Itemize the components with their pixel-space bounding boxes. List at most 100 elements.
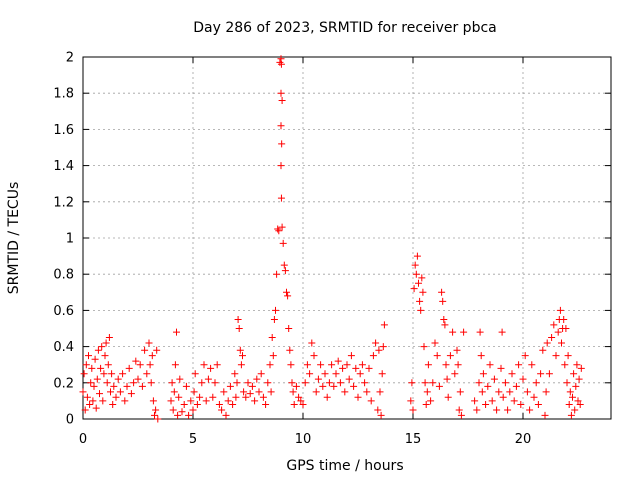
data-point-marker [189, 406, 197, 414]
data-point-marker [259, 393, 267, 401]
data-point-marker [280, 261, 288, 269]
data-point-marker [266, 361, 274, 369]
data-point-marker [367, 397, 375, 405]
data-point-marker [275, 227, 283, 235]
x-tick-label: 0 [79, 432, 87, 447]
data-point-marker [519, 375, 527, 383]
data-point-marker [226, 382, 234, 390]
data-point-marker [343, 361, 351, 369]
data-point-marker [251, 397, 259, 405]
data-point-marker [574, 397, 582, 405]
data-point-marker [526, 406, 534, 414]
data-point-marker [308, 339, 316, 347]
data-point-marker [541, 411, 549, 419]
data-point-marker [278, 223, 286, 231]
data-point-marker [204, 375, 212, 383]
grid-lines [83, 57, 611, 419]
data-point-marker [295, 393, 303, 401]
data-point-marker [369, 352, 377, 360]
data-point-marker [455, 406, 463, 414]
data-point-marker [289, 388, 297, 396]
data-point-marker [433, 352, 441, 360]
data-point-marker [143, 370, 151, 378]
data-point-marker [96, 390, 103, 398]
data-point-marker [417, 306, 425, 314]
data-point-marker [438, 288, 446, 296]
data-point-marker [272, 306, 279, 314]
data-point-marker [423, 388, 431, 396]
data-point-marker [132, 357, 140, 365]
data-point-marker [171, 361, 179, 369]
data-point-marker [545, 370, 553, 378]
data-point-marker [539, 346, 547, 354]
data-point-marker [482, 401, 490, 409]
data-point-marker [407, 397, 415, 405]
data-point-marker [134, 375, 142, 383]
data-point-marker [262, 401, 270, 409]
data-point-marker [169, 406, 177, 414]
data-point-marker [233, 379, 241, 387]
data-point-marker [170, 388, 178, 396]
data-point-marker [380, 321, 388, 329]
data-point-marker [242, 393, 250, 401]
data-point-marker [239, 352, 246, 360]
data-point-marker [440, 315, 448, 323]
data-point-marker [569, 393, 576, 401]
data-point-marker [202, 397, 210, 405]
data-point-marker [105, 334, 113, 342]
data-point-marker [153, 346, 161, 354]
y-tick-label: 2 [66, 51, 74, 66]
data-points [79, 55, 585, 423]
data-point-marker [306, 370, 314, 378]
data-point-marker [281, 267, 289, 275]
data-point-marker [94, 346, 102, 354]
data-point-marker [563, 379, 571, 387]
y-tick-label: 0.2 [53, 376, 74, 391]
data-point-marker [512, 382, 520, 390]
data-point-marker [152, 406, 160, 414]
data-point-marker [441, 321, 449, 329]
data-point-marker [379, 343, 387, 351]
data-point-marker [415, 279, 422, 287]
data-point-marker [501, 379, 509, 387]
data-point-marker [273, 270, 281, 278]
data-point-marker [499, 393, 507, 401]
data-point-marker [358, 361, 366, 369]
data-point-marker [493, 406, 501, 414]
data-point-marker [278, 140, 286, 148]
data-point-marker [534, 401, 542, 409]
data-point-marker [413, 252, 421, 260]
data-point-marker [279, 239, 287, 247]
data-point-marker [99, 397, 107, 405]
data-point-marker [521, 352, 529, 360]
data-point-marker [566, 388, 574, 396]
data-point-marker [325, 379, 333, 387]
y-tick-label: 1.6 [53, 123, 74, 138]
chart-title: Day 286 of 2023, SRMTID for receiver pbc… [193, 20, 496, 36]
y-tick-label: 0.6 [53, 304, 74, 319]
y-tick-label: 1.2 [53, 195, 74, 210]
data-point-marker [411, 261, 419, 269]
data-point-marker [107, 388, 114, 396]
data-point-marker [457, 411, 465, 419]
data-point-marker [497, 364, 505, 372]
data-point-marker [246, 390, 254, 398]
data-point-marker [372, 339, 380, 347]
data-point-marker [345, 375, 353, 383]
data-point-marker [236, 346, 244, 354]
data-point-marker [421, 379, 429, 387]
data-point-marker [292, 382, 300, 390]
data-point-marker [418, 274, 426, 282]
data-point-marker [562, 325, 570, 332]
data-point-marker [222, 411, 230, 419]
data-point-marker [102, 339, 110, 347]
data-point-marker [356, 370, 364, 378]
data-point-marker [112, 393, 120, 401]
data-point-marker [352, 364, 360, 372]
data-point-marker [173, 328, 180, 336]
data-point-marker [277, 60, 285, 68]
data-point-marker [420, 343, 428, 351]
data-point-marker [138, 382, 146, 390]
data-point-marker [330, 382, 338, 390]
data-point-marker [471, 397, 479, 405]
